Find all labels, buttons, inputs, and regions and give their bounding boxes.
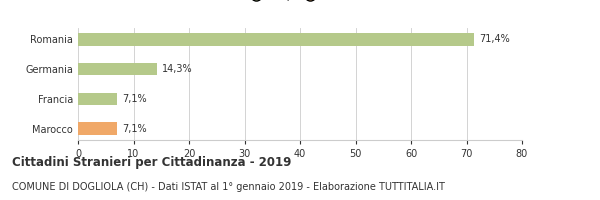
Bar: [78, 122, 118, 135]
Text: Cittadini Stranieri per Cittadinanza - 2019: Cittadini Stranieri per Cittadinanza - 2…: [12, 156, 292, 169]
Bar: [78, 63, 157, 75]
Text: 7,1%: 7,1%: [122, 124, 146, 134]
Text: COMUNE DI DOGLIOLA (CH) - Dati ISTAT al 1° gennaio 2019 - Elaborazione TUTTITALI: COMUNE DI DOGLIOLA (CH) - Dati ISTAT al …: [12, 182, 445, 192]
Text: 14,3%: 14,3%: [162, 64, 193, 74]
Text: 7,1%: 7,1%: [122, 94, 146, 104]
Bar: [78, 33, 474, 46]
Bar: [78, 93, 118, 105]
Legend: Europa, Africa: Europa, Africa: [253, 0, 347, 1]
Text: 71,4%: 71,4%: [479, 34, 509, 44]
